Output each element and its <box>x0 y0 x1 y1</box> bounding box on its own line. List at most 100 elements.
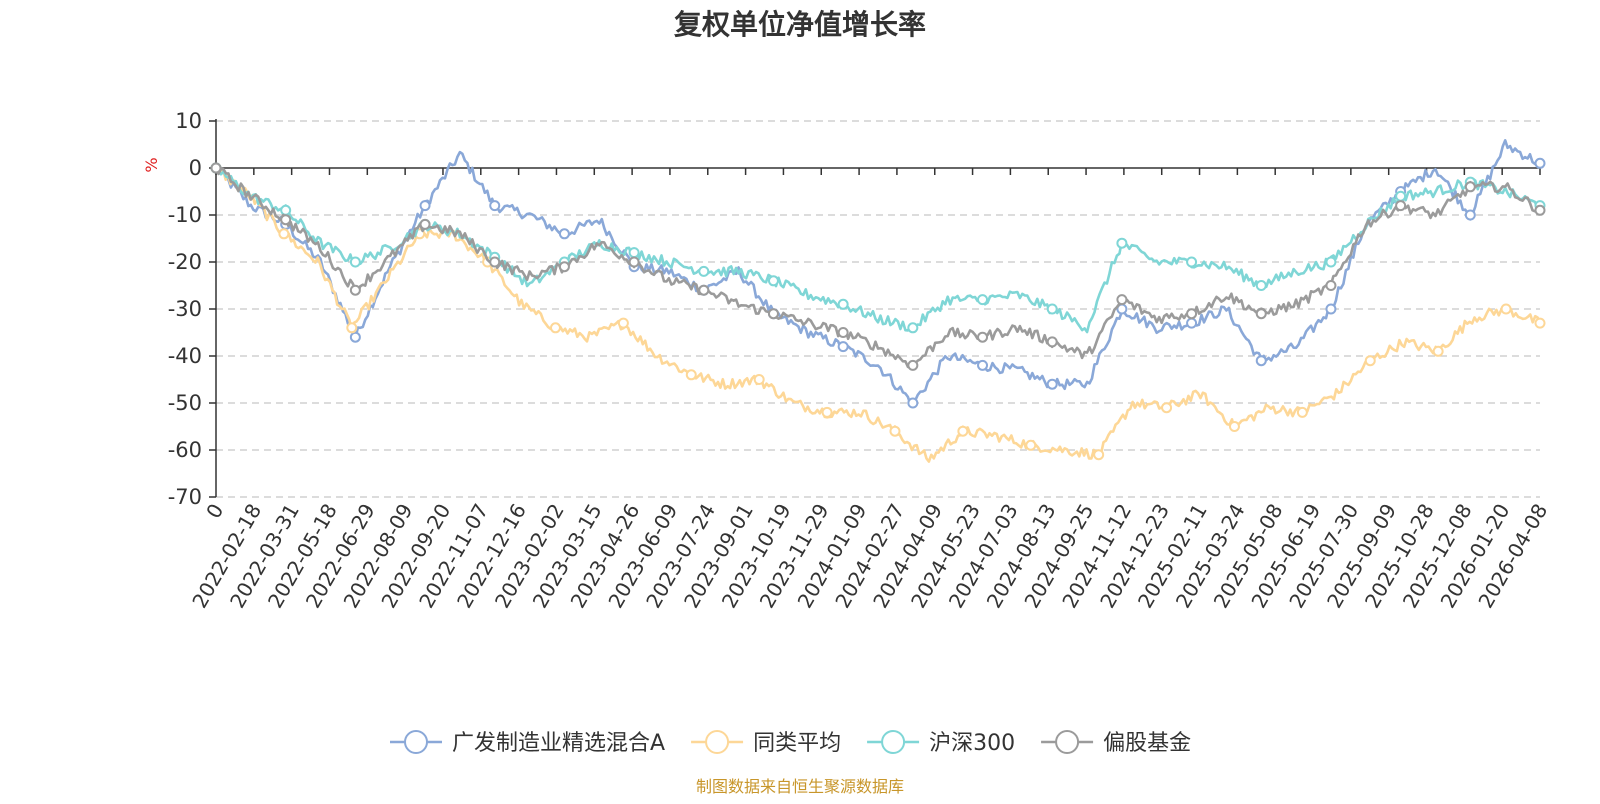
data-point-3[interactable] <box>1534 204 1546 216</box>
data-point-3[interactable] <box>698 284 710 296</box>
legend-item-1[interactable]: 同类平均 <box>691 730 841 756</box>
data-point-2[interactable] <box>349 256 361 268</box>
data-point-1[interactable] <box>1228 421 1240 432</box>
data-point-1[interactable] <box>1364 355 1376 367</box>
data-point-2[interactable] <box>1046 303 1058 315</box>
data-point-2[interactable] <box>698 265 710 277</box>
data-point-1[interactable] <box>617 317 629 329</box>
data-point-0[interactable] <box>907 397 919 409</box>
y-tick-label: -40 <box>168 344 202 368</box>
data-point-1[interactable] <box>1500 303 1512 315</box>
data-point-1[interactable] <box>1161 402 1173 414</box>
data-point-0[interactable] <box>1255 355 1267 367</box>
data-point-1[interactable] <box>1296 406 1308 418</box>
data-point-2[interactable] <box>628 247 640 259</box>
axis-layer: 100-10-20-30-40-50-60-7002022-02-182022-… <box>168 109 1553 612</box>
data-point-3[interactable] <box>1116 294 1128 306</box>
data-point-1[interactable] <box>1093 449 1105 461</box>
data-point-2[interactable] <box>837 298 849 310</box>
y-tick-label: -60 <box>168 438 202 462</box>
data-point-3[interactable] <box>349 284 361 296</box>
chart-title: 复权单位净值增长率 <box>674 8 926 41</box>
legend-item-3[interactable]: 偏股基金 <box>1041 730 1191 756</box>
y-tick-label: 10 <box>175 109 202 133</box>
data-point-0[interactable] <box>1534 157 1546 169</box>
data-point-3[interactable] <box>1186 308 1198 320</box>
data-point-3[interactable] <box>907 359 919 371</box>
data-point-0[interactable] <box>349 331 361 343</box>
data-point-3[interactable] <box>1325 280 1337 291</box>
y-tick-label: -70 <box>168 485 202 509</box>
data-point-3[interactable] <box>210 162 222 174</box>
x-tick-label: 0 <box>201 500 228 523</box>
data-point-1[interactable] <box>1025 439 1037 451</box>
data-point-0[interactable] <box>558 228 570 240</box>
legend[interactable]: 广发制造业精选混合A 同类平均 沪深300 偏股基金 <box>390 730 1191 756</box>
data-point-3[interactable] <box>628 256 640 268</box>
grid-layer <box>216 120 1540 498</box>
legend-marker <box>404 730 428 754</box>
data-point-0[interactable] <box>1325 303 1337 315</box>
series-line-1[interactable] <box>215 163 1542 463</box>
legend-label: 广发制造业精选混合A <box>452 731 665 756</box>
data-point-1[interactable] <box>346 322 358 334</box>
data-point-1[interactable] <box>889 425 901 437</box>
legend-marker <box>881 730 906 754</box>
data-point-0[interactable] <box>1464 209 1476 221</box>
data-point-3[interactable] <box>280 214 292 226</box>
series-line-2[interactable] <box>214 163 1542 334</box>
y-tick-label: -30 <box>168 297 202 321</box>
series-layer <box>210 139 1546 463</box>
legend-item-2[interactable]: 沪深300 <box>867 730 1015 756</box>
y-tick-label: 0 <box>189 156 202 180</box>
data-point-2[interactable] <box>977 294 989 306</box>
data-point-0[interactable] <box>977 359 989 371</box>
source-note: 制图数据来自恒生聚源数据库 <box>696 777 904 796</box>
data-point-2[interactable] <box>1255 280 1267 291</box>
data-point-1[interactable] <box>549 322 561 334</box>
data-point-0[interactable] <box>489 200 501 212</box>
legend-label: 偏股基金 <box>1103 731 1191 756</box>
data-point-1[interactable] <box>957 425 969 437</box>
series-line-3[interactable] <box>214 167 1541 370</box>
data-point-1[interactable] <box>685 369 697 381</box>
y-tick-label: -10 <box>168 203 202 227</box>
data-point-3[interactable] <box>419 218 431 230</box>
data-point-3[interactable] <box>558 261 570 273</box>
y-tick-label: -50 <box>168 391 202 415</box>
data-point-2[interactable] <box>1186 256 1198 268</box>
data-point-1[interactable] <box>278 228 290 240</box>
legend-marker <box>705 730 730 754</box>
data-point-0[interactable] <box>837 341 849 353</box>
y-tick-label: -20 <box>168 250 202 274</box>
data-point-3[interactable] <box>489 256 501 268</box>
data-point-0[interactable] <box>1186 317 1198 329</box>
series-line-0[interactable] <box>214 139 1541 406</box>
data-point-3[interactable] <box>837 327 849 338</box>
data-point-2[interactable] <box>280 204 292 216</box>
data-point-3[interactable] <box>1464 181 1476 193</box>
data-point-2[interactable] <box>767 275 779 287</box>
data-point-2[interactable] <box>1325 256 1337 268</box>
data-point-1[interactable] <box>821 406 833 418</box>
y-axis-unit-label: % <box>142 157 161 172</box>
data-point-0[interactable] <box>1046 378 1058 390</box>
data-point-1[interactable] <box>1534 317 1546 329</box>
legend-label: 沪深300 <box>929 731 1015 756</box>
data-point-3[interactable] <box>977 331 989 343</box>
data-point-0[interactable] <box>419 200 431 212</box>
legend-item-0[interactable]: 广发制造业精选混合A <box>390 730 665 756</box>
data-point-3[interactable] <box>767 308 779 320</box>
data-point-3[interactable] <box>1395 200 1407 212</box>
legend-marker <box>1055 730 1080 754</box>
data-point-3[interactable] <box>1255 308 1267 320</box>
data-point-1[interactable] <box>753 374 765 385</box>
legend-label: 同类平均 <box>753 731 841 756</box>
data-point-2[interactable] <box>907 322 919 334</box>
data-point-2[interactable] <box>1395 190 1407 202</box>
data-point-3[interactable] <box>1046 336 1058 348</box>
data-point-1[interactable] <box>1432 345 1444 357</box>
data-point-2[interactable] <box>1116 237 1128 249</box>
